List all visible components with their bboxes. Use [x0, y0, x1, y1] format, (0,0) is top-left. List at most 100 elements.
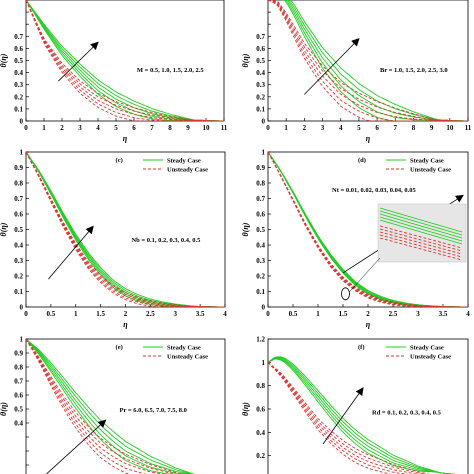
- inset-steady-curve: [379, 207, 463, 233]
- y-tick-label: 0.2: [256, 93, 265, 101]
- x-axis-label: η: [123, 320, 128, 329]
- x-tick-label: 1.5: [339, 310, 348, 318]
- x-axis-label: η: [366, 320, 371, 329]
- x-tick-label: 1.5: [96, 310, 105, 318]
- y-axis-label: θ(η): [241, 53, 250, 67]
- inset-steady-curve: [379, 210, 463, 236]
- y-tick-label: 0.7: [256, 195, 265, 203]
- inset-unsteady-curve: [379, 231, 463, 255]
- y-tick-label: 0.5: [14, 57, 23, 65]
- x-tick-label: 0.5: [47, 310, 56, 318]
- x-tick-label: 4: [339, 124, 343, 132]
- x-tick-label: 8: [168, 124, 172, 132]
- inset-unsteady-curve: [379, 237, 463, 261]
- parameter-annotation: M = 0.5, 1.0, 1.5, 2.0, 2.5: [137, 67, 204, 74]
- x-tick-label: 2: [60, 124, 64, 132]
- panel-label: (d): [358, 157, 366, 164]
- steady-curve: [26, 152, 225, 307]
- zoom-circle: [341, 287, 350, 301]
- y-tick-label: 0.8: [256, 382, 265, 390]
- panel-a: 0 1 2 3 4 5 6 7 8 9 10 11 0 0.1 0.2 0.3 0.4 0.5 0.6 0.7 η θ(η…: [0, 0, 228, 143]
- unsteady-curve: [26, 0, 224, 121]
- legend: Steady Case Unsteady Case: [386, 345, 451, 361]
- unsteady-curve: [26, 152, 225, 307]
- trend-arrow: [45, 419, 107, 474]
- legend: Steady Case Unsteady Case: [143, 345, 208, 361]
- y-tick-label: 0.5: [14, 406, 23, 414]
- y-tick-label: 0.1: [256, 288, 265, 296]
- x-axis-label: η: [123, 134, 128, 143]
- legend: Steady Case Unsteady Case: [143, 158, 208, 174]
- y-tick-label: 0: [262, 304, 266, 312]
- unsteady-curve: [26, 152, 225, 307]
- x-tick-label: 0: [266, 124, 270, 132]
- y-tick-label: 0.3: [14, 257, 23, 265]
- x-tick-label: 6: [375, 124, 379, 132]
- steady-curve: [26, 0, 224, 121]
- unsteady-curve: [26, 0, 224, 121]
- x-tick-label: 11: [465, 124, 472, 132]
- y-tick-label: 0.6: [14, 45, 23, 53]
- legend-unsteady-label: Unsteady Case: [410, 167, 451, 174]
- y-tick-label: 0.1: [14, 288, 23, 296]
- y-tick-label: 0.3: [256, 257, 265, 265]
- y-axis-label: θ(η): [0, 402, 8, 416]
- axes-frame: [25, 151, 226, 308]
- y-tick-label: 0.7: [14, 33, 23, 41]
- steady-curve: [268, 0, 468, 121]
- x-tick-label: 3: [78, 124, 82, 132]
- legend-steady-label: Steady Case: [410, 345, 444, 352]
- y-axis-label: θ(η): [0, 53, 8, 67]
- panel-label: (e): [116, 344, 123, 351]
- x-tick-label: 3.5: [196, 310, 205, 318]
- unsteady-curve: [26, 152, 225, 307]
- x-tick-label: 10: [446, 124, 454, 132]
- y-tick-label: 0: [20, 304, 24, 312]
- x-tick-label: 1: [42, 124, 46, 132]
- y-tick-label: 0.4: [14, 69, 23, 77]
- unsteady-curve: [26, 339, 166, 474]
- unsteady-curve: [26, 0, 224, 121]
- x-tick-label: 2.5: [389, 310, 398, 318]
- trend-arrow: [48, 225, 94, 280]
- trend-arrow: [322, 387, 364, 445]
- x-tick-label: 3: [416, 310, 420, 318]
- y-axis-label: θ(η): [241, 222, 250, 236]
- x-tick-label: 0: [24, 310, 28, 318]
- zoom-connector: [349, 257, 381, 292]
- legend-unsteady-label: Unsteady Case: [167, 167, 208, 174]
- y-tick-label: 0.5: [256, 57, 265, 65]
- x-tick-label: 3.5: [439, 310, 448, 318]
- x-tick-label: 11: [221, 124, 228, 132]
- y-axis-label: θ(η): [0, 222, 8, 236]
- steady-curve: [26, 339, 193, 474]
- zoom-inset: [377, 203, 467, 263]
- y-tick-label: 0.2: [14, 273, 23, 281]
- legend: Steady Case Unsteady Case: [386, 158, 451, 174]
- panel-e: 0.4 0.5 0.6 0.7 0.8 0.9 1 θ(η) Pr = 6.0, 6.5, 7.…: [0, 336, 226, 474]
- y-axis-label: θ(η): [241, 402, 250, 416]
- y-tick-label: 1: [262, 149, 266, 157]
- legend-unsteady-label: Unsteady Case: [410, 354, 451, 361]
- y-tick-label: 0.8: [256, 180, 265, 188]
- unsteady-curve: [268, 361, 428, 474]
- steady-curve: [26, 152, 225, 307]
- x-tick-label: 5: [357, 124, 361, 132]
- y-tick-label: 0.5: [256, 226, 265, 234]
- x-tick-label: 7: [150, 124, 154, 132]
- y-tick-label: 1: [20, 336, 24, 344]
- x-tick-label: 9: [186, 124, 190, 132]
- legend-steady-label: Steady Case: [167, 158, 201, 165]
- y-tick-label: 0.9: [256, 164, 265, 172]
- y-tick-label: 0: [20, 118, 24, 126]
- steady-curve: [26, 339, 173, 474]
- parameter-annotation: Rd = 0.1, 0.2, 0.3, 0.4, 0.5: [372, 410, 442, 417]
- x-tick-label: 6: [132, 124, 136, 132]
- x-tick-label: 3: [174, 310, 178, 318]
- x-tick-label: 9: [430, 124, 434, 132]
- panel-label: (f): [358, 344, 365, 351]
- x-tick-label: 5: [114, 124, 118, 132]
- y-tick-label: 0.7: [14, 378, 23, 386]
- y-tick-label: 0.5: [14, 226, 23, 234]
- unsteady-curve: [268, 0, 468, 121]
